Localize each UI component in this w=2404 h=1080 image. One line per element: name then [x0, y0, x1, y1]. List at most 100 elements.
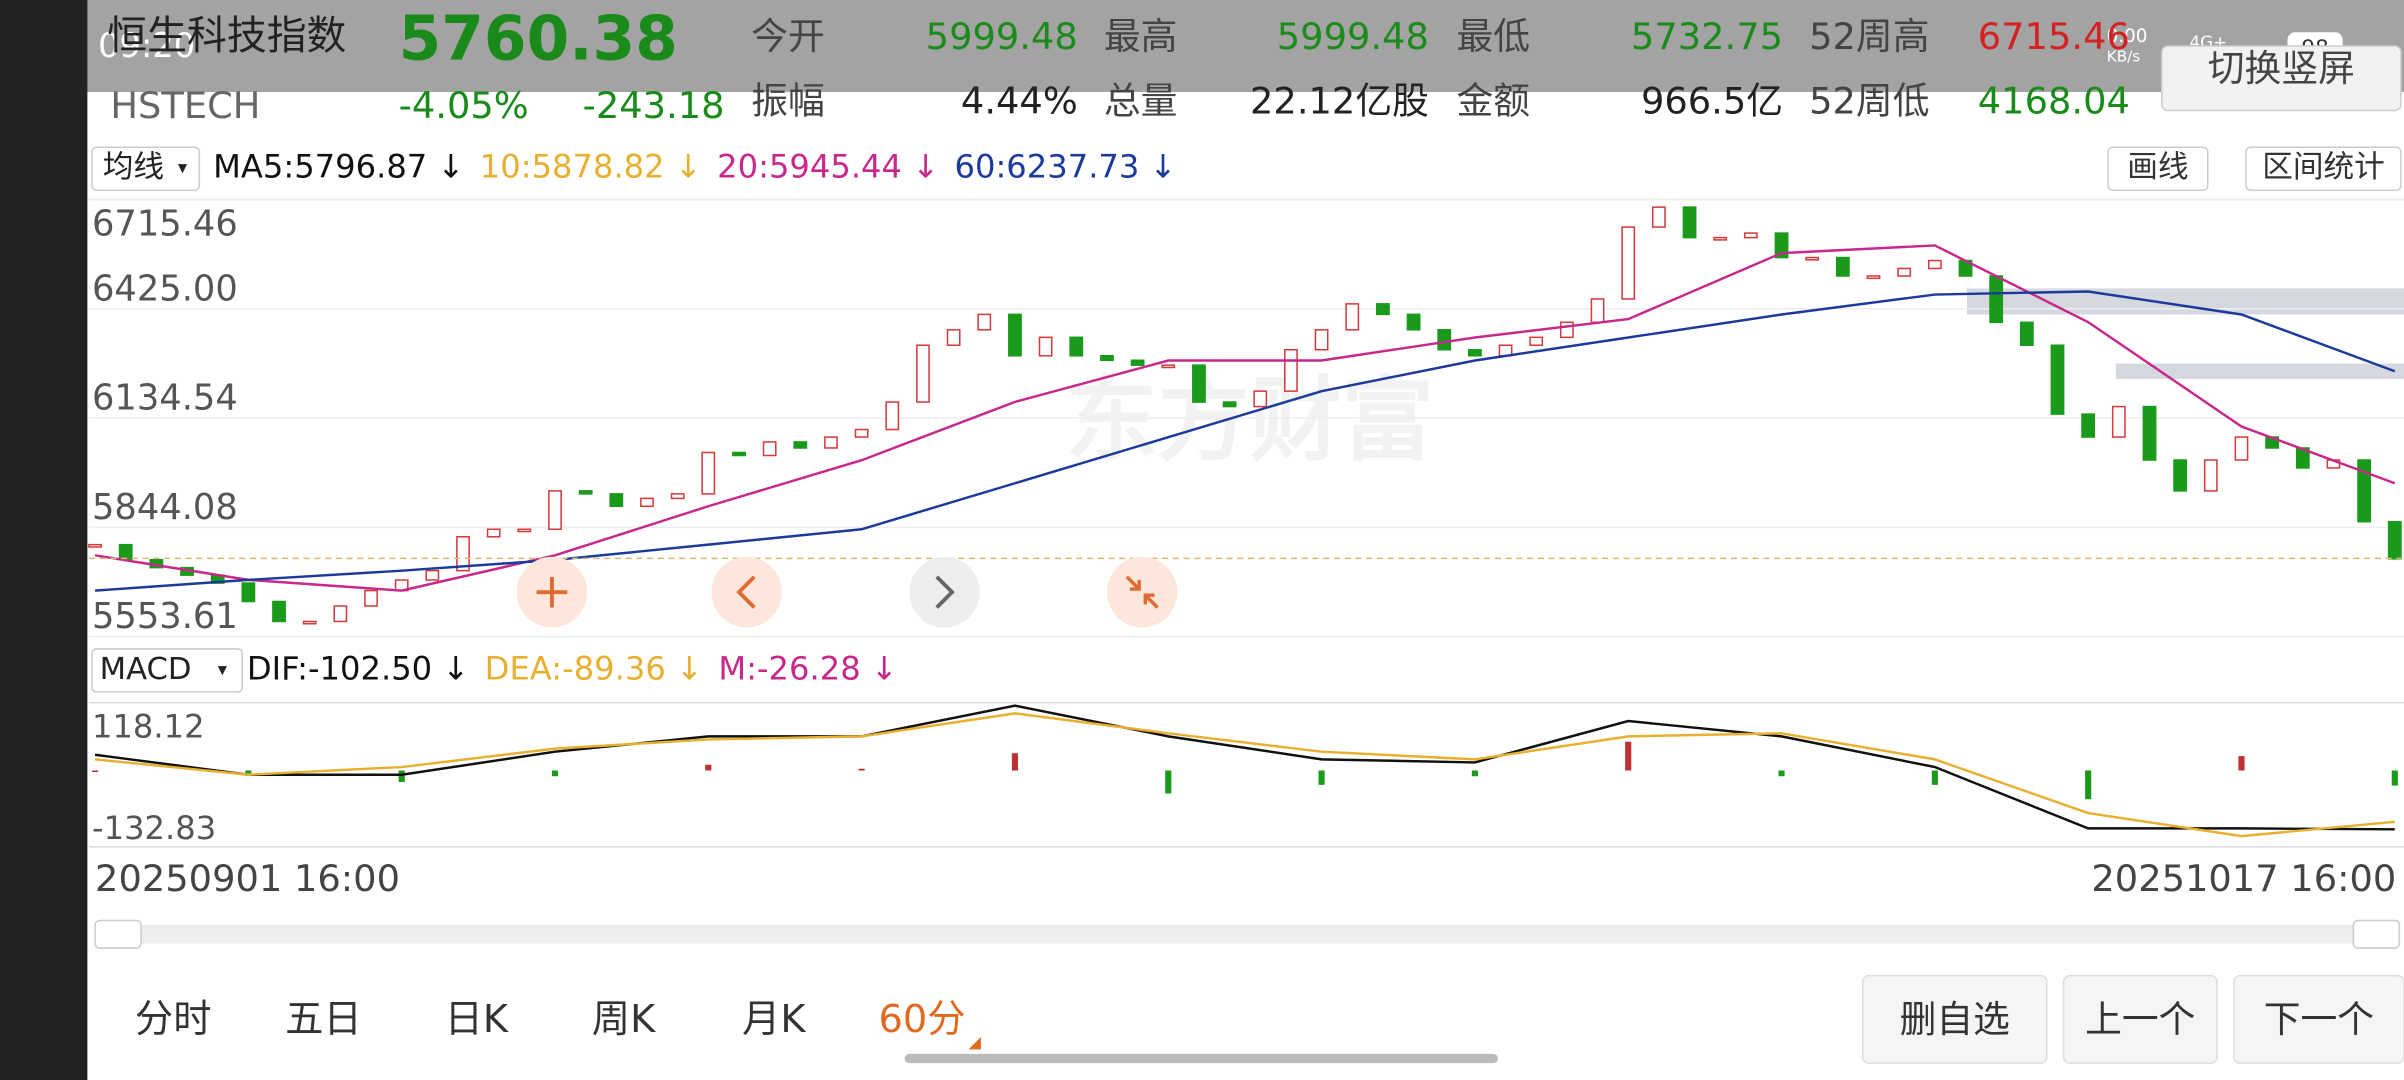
prev-button[interactable] [711, 556, 782, 628]
candle [1069, 336, 1084, 357]
stat-value: 5732.75 [1631, 15, 1783, 58]
period-tab[interactable]: 五日 [285, 997, 362, 1042]
ma-selector[interactable] [91, 146, 201, 191]
candle [609, 493, 624, 508]
chart-tool-button[interactable] [2245, 146, 2402, 191]
candle [1376, 303, 1390, 316]
action-label[interactable]: 下一个 [2264, 998, 2374, 1041]
macd-bar [858, 768, 865, 771]
shrink-icon [1125, 575, 1159, 609]
candle [762, 441, 777, 457]
macd-bar [1165, 770, 1172, 794]
indicator-value: MA5:5796.87 ↓ [213, 148, 464, 186]
period-tab[interactable]: 60分 [879, 997, 966, 1042]
candle [793, 441, 808, 449]
candle [578, 490, 593, 495]
candle [1222, 401, 1237, 408]
candle [1989, 275, 2004, 324]
macd-bar [551, 770, 559, 777]
chart-tool-button[interactable] [2107, 146, 2209, 191]
macd-selector-label[interactable]: MACD [100, 652, 192, 687]
stat-label: 最低 [1457, 15, 1531, 58]
candle [946, 329, 961, 347]
change-pct: -4.05% [399, 84, 529, 127]
indicator-value: DIF:-102.50 ↓ [247, 649, 470, 687]
toggle-label[interactable]: 切换竖屏 [2208, 47, 2355, 90]
stat-label: 振幅 [751, 79, 825, 122]
action-button[interactable] [2233, 974, 2404, 1064]
y-tick-label: -132.83 [92, 809, 216, 847]
stat-value: 5999.48 [1277, 15, 1429, 58]
dea-line [94, 712, 2395, 838]
price: 5760.38 [399, 4, 678, 75]
candle [88, 543, 102, 548]
scroll-handle[interactable] [2352, 919, 2401, 949]
candle [517, 528, 532, 533]
candle [732, 451, 746, 457]
toggle-button[interactable] [2160, 45, 2402, 112]
chart-tool-label: 画线 [2127, 150, 2188, 185]
candle [854, 428, 869, 438]
candle [1253, 390, 1268, 408]
ma-line [94, 290, 2396, 592]
candle [2142, 405, 2157, 461]
next-button[interactable] [909, 556, 980, 628]
period-tab[interactable]: 月K [742, 997, 806, 1042]
y-tick-label: 6425.00 [92, 268, 238, 309]
candle [1927, 259, 1942, 270]
macd-selector[interactable] [91, 648, 244, 693]
action-label[interactable]: 删自选 [1900, 998, 2010, 1041]
stat-value: 4.44% [961, 79, 1078, 122]
scrollbar[interactable] [95, 925, 2400, 944]
candle [2203, 459, 2218, 492]
scroll-handle[interactable] [94, 919, 142, 949]
candle [1100, 355, 1114, 362]
candle [1038, 336, 1053, 357]
y-tick-label: 5553.61 [92, 596, 238, 637]
period-tab[interactable]: 日K [445, 997, 509, 1042]
stat-value: 6715.46 [1978, 15, 2130, 58]
macd-bar [1471, 770, 1478, 777]
macd-bar [245, 770, 252, 774]
period-tab[interactable]: 分时 [135, 997, 212, 1042]
action-button[interactable] [1862, 974, 2048, 1064]
candle [118, 543, 133, 561]
ma-line [94, 244, 2396, 592]
status-overlay [0, 0, 2404, 93]
action-label[interactable]: 上一个 [2085, 998, 2195, 1041]
action-button[interactable] [2062, 974, 2218, 1064]
candle [2111, 405, 2126, 438]
candle [272, 600, 286, 623]
macd-bar [705, 764, 712, 771]
candle [1651, 206, 1666, 228]
candle [670, 493, 685, 500]
candle [1805, 256, 1820, 261]
left-icon [736, 575, 756, 609]
indicator-value: 20:5945.44 ↓ [717, 148, 939, 186]
period-tab[interactable]: 周K [592, 997, 656, 1042]
plus-icon [536, 576, 568, 608]
candle [1406, 313, 1421, 331]
home-indicator [904, 1053, 1498, 1064]
candle [1284, 348, 1298, 392]
macd-bar [1625, 741, 1632, 771]
candle [2050, 344, 2065, 415]
stat-value: 5999.48 [926, 15, 1078, 58]
chart-tool-label: 区间统计 [2262, 150, 2385, 185]
candle [1437, 329, 1452, 351]
y-tick-label: 6134.54 [92, 378, 238, 419]
macd-bar [2085, 770, 2092, 800]
macd-bar [91, 770, 99, 773]
candle [333, 605, 348, 623]
shrink-button[interactable] [1106, 556, 1178, 628]
y-tick-label: 6715.46 [92, 204, 238, 245]
ma-selector-label[interactable]: 均线 [103, 150, 164, 185]
stat-label: 52周低 [1809, 79, 1929, 122]
stat-label: 52周高 [1809, 15, 1929, 58]
candle [916, 344, 930, 403]
right-icon [935, 575, 955, 609]
left-edge [0, 0, 88, 1080]
indicator-value: 60:6237.73 ↓ [955, 148, 1177, 186]
stat-label: 最高 [1104, 15, 1178, 58]
